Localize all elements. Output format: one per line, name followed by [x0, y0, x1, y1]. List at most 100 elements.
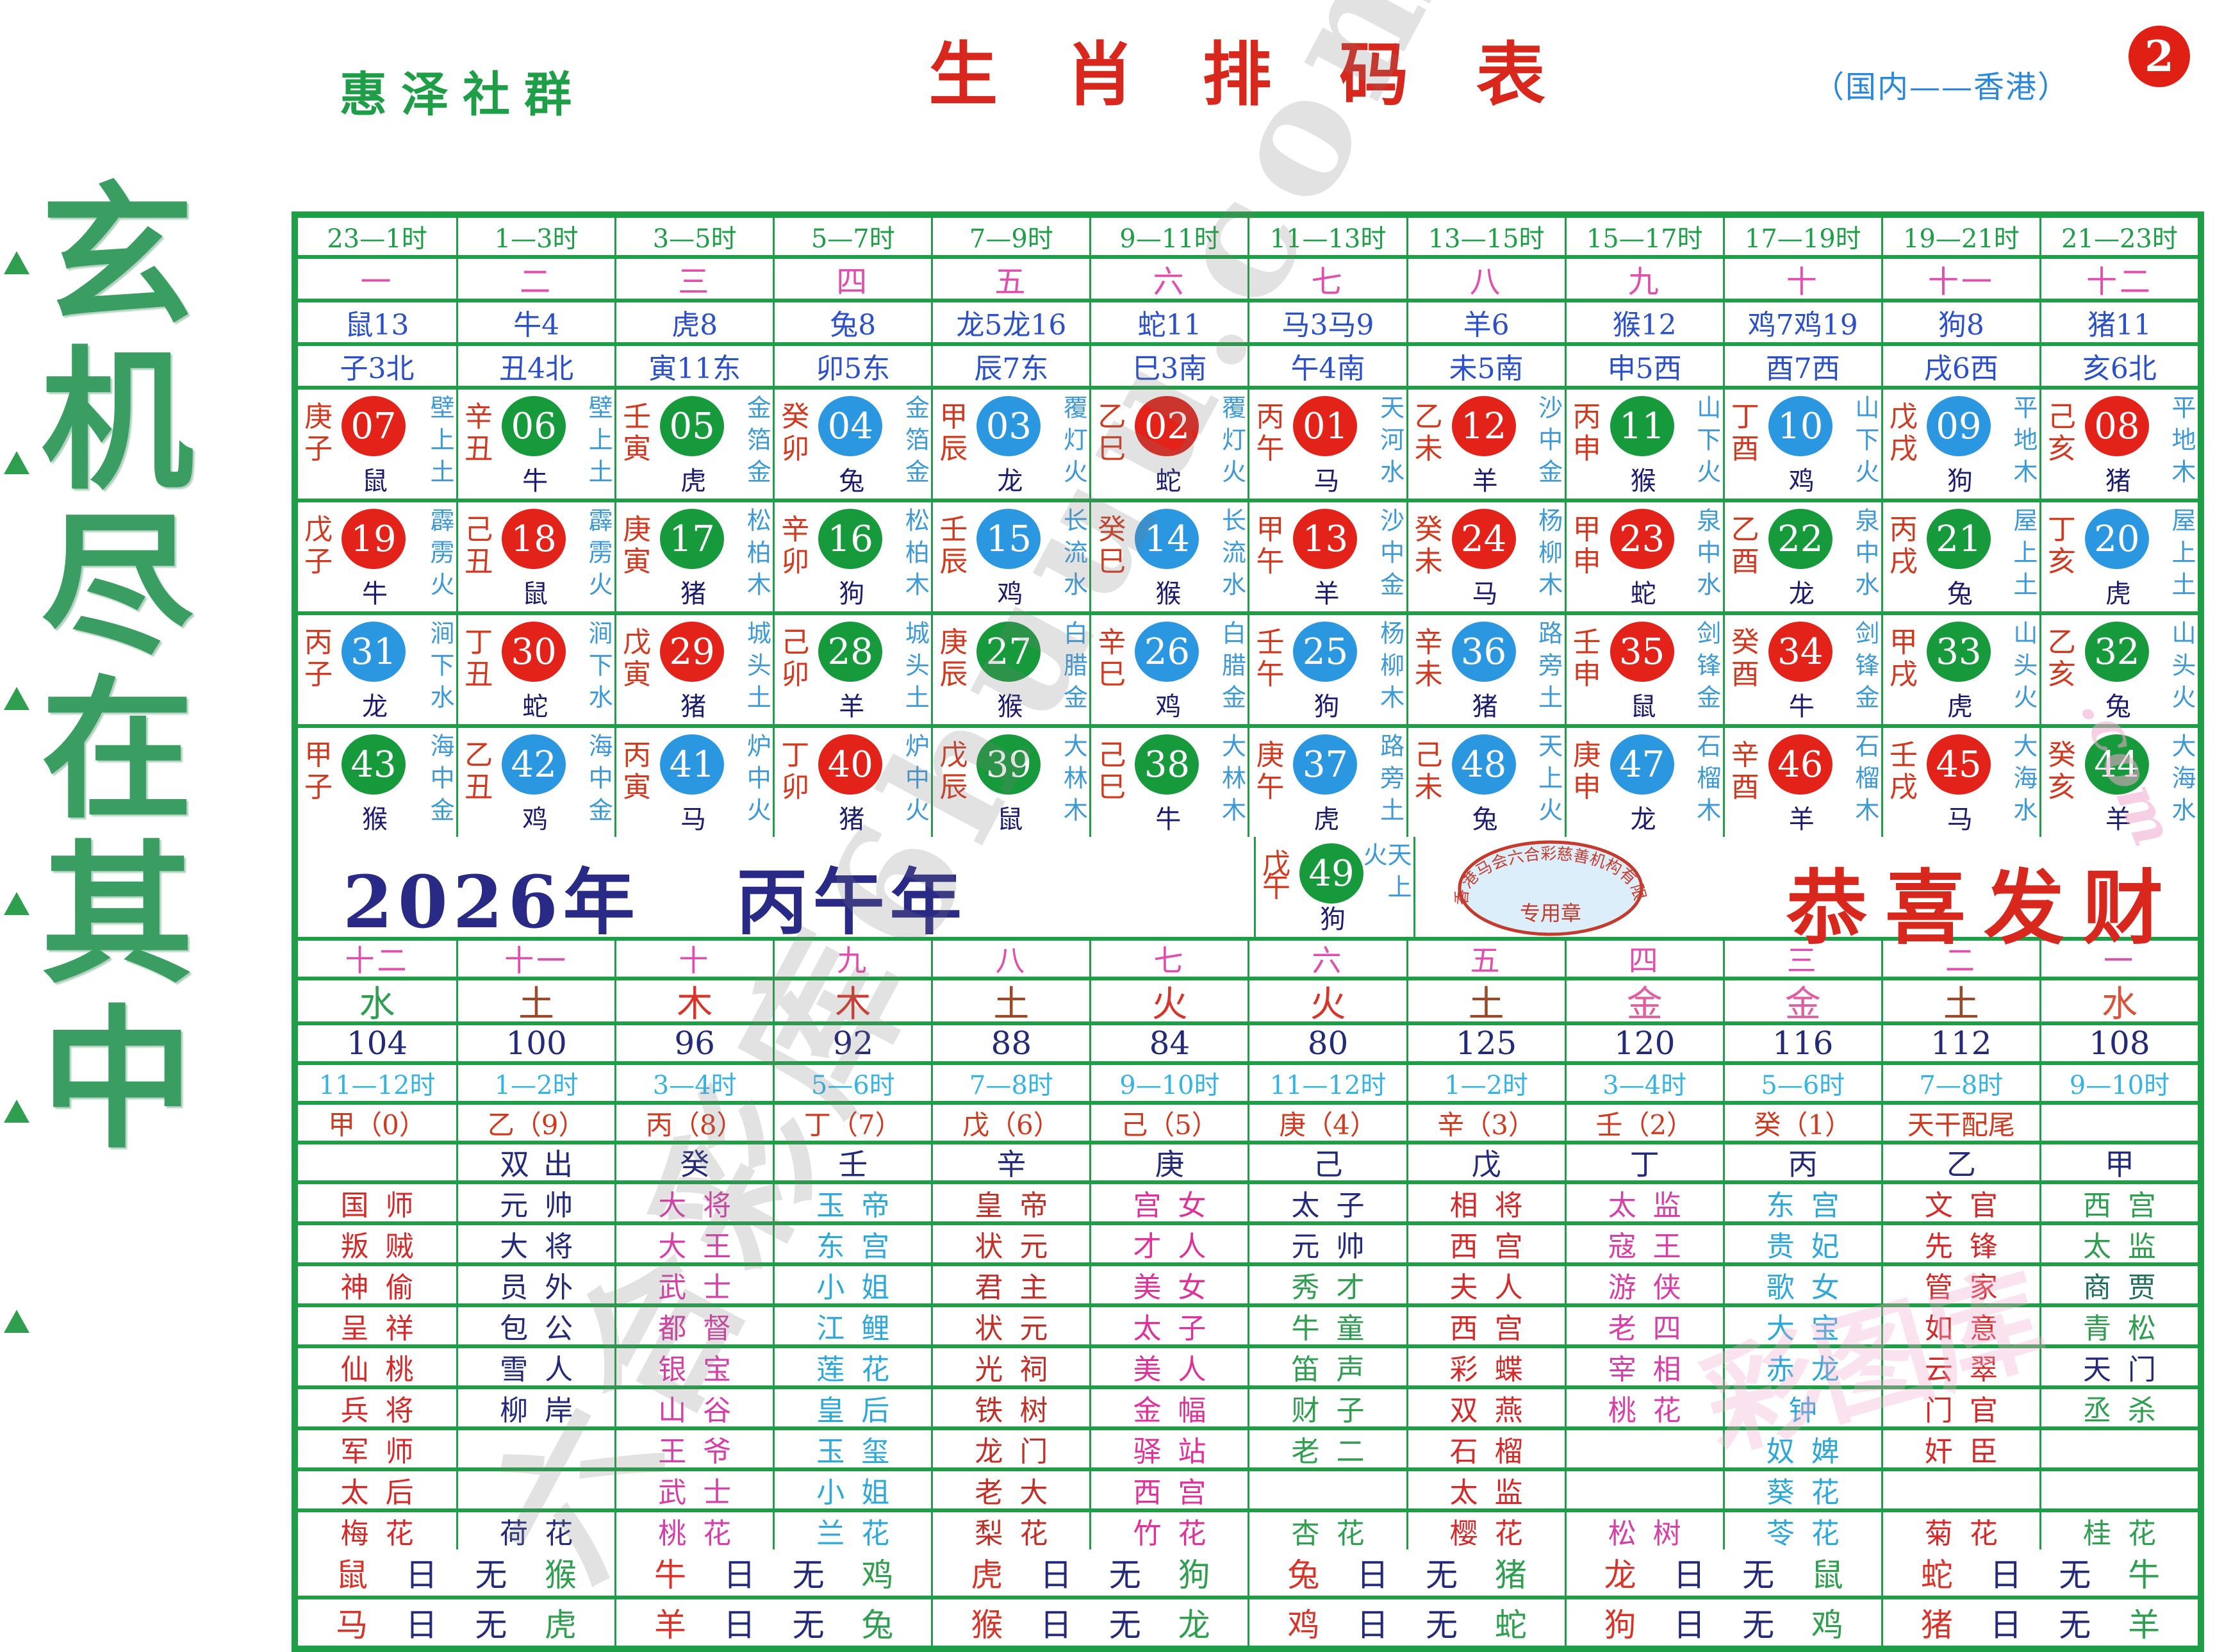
title-cell: 葵花	[1722, 1471, 1881, 1508]
year-label: 2026年 丙午年	[343, 861, 967, 945]
branch-char: 酉	[1731, 658, 1759, 691]
day-rule-char: 鸡	[861, 1557, 894, 1594]
sexagenary-cell: 壬申 35 鼠 剑锋金	[1564, 615, 1723, 724]
element-cell: 土	[1881, 980, 2039, 1021]
animal-count-cell: 兔8	[773, 302, 931, 342]
ordinal-cell: 七	[1248, 259, 1406, 299]
ordinal-cell: 十	[1722, 259, 1881, 299]
lower-ordinal-cell: 十二	[345, 943, 409, 977]
title-cell: 员外	[456, 1266, 614, 1303]
branch-char: 卯	[781, 771, 810, 804]
branch-char: 巳	[1098, 771, 1126, 804]
branch-cell: 午4南	[1248, 346, 1406, 386]
lower-hour-cell: 3—4时	[1564, 1065, 1723, 1101]
lower-ordinal-cell: 十	[614, 941, 773, 977]
day-rule-char: 兔	[861, 1607, 894, 1644]
sexagenary-cell: 庚寅 17 猪 松柏木	[614, 502, 773, 611]
double-out-cell: 己	[1248, 1144, 1406, 1180]
sexagenary-cell: 乙未 12 羊 沙中金	[1406, 390, 1565, 499]
sexagenary-cell: 壬午 25 狗 杨柳木	[1248, 615, 1406, 724]
title-cell: 江鲤	[773, 1307, 931, 1344]
double-out-cell: 双出	[456, 1144, 614, 1180]
zodiac-animal: 鼠	[522, 579, 548, 609]
nayin-element: 杨柳木	[1376, 620, 1404, 716]
branch-char: 未	[1414, 433, 1443, 465]
stem-char: 庚	[304, 401, 333, 433]
branch-char: 申	[1572, 433, 1601, 465]
number-ball: 09	[1926, 396, 1991, 456]
nayin-element: 山下火	[1692, 395, 1721, 491]
title-cell: 相将	[1406, 1184, 1565, 1221]
stem-char: 癸	[1414, 513, 1443, 546]
title-cell: 包公	[456, 1307, 614, 1344]
zodiac-animal: 狗	[1320, 905, 1346, 934]
branch-char: 午	[1256, 658, 1285, 691]
zodiac-animal: 狗	[1947, 467, 1973, 496]
decoration-arrow	[4, 1100, 29, 1123]
region-label: （国内——香港）	[1813, 69, 2070, 105]
slogan-char: 在	[41, 661, 194, 841]
title-cell: 大将	[456, 1225, 614, 1262]
zodiac-animal: 狗	[839, 579, 865, 609]
lower-number-cell: 100	[456, 1025, 614, 1061]
lower-ordinal-cell: 一	[2039, 941, 2198, 977]
branch-char: 丑	[465, 658, 493, 691]
sexagenary-cell: 戊子 19 牛 霹雳火	[298, 502, 456, 611]
lower-ordinal-cell: 七	[1089, 941, 1248, 977]
title-cell: 松树	[1564, 1512, 1723, 1549]
sexagenary-cell: 甲戌 33 虎 山头火	[1881, 615, 2039, 724]
title-cell: 仙桃	[340, 1353, 431, 1385]
sexagenary-cell: 癸卯 04 兔 金箔金	[773, 390, 931, 499]
branch-char: 亥	[2047, 658, 2076, 691]
title-cell	[1564, 1471, 1723, 1508]
number-ball: 11	[1610, 396, 1674, 456]
hour-cell: 21—23时	[2039, 218, 2198, 255]
sexagenary-cell: 丁酉 10 鸡 山下火	[1722, 390, 1881, 499]
title-cell: 杏花	[1248, 1512, 1406, 1549]
title-cell: 双燕	[1406, 1389, 1565, 1426]
nayin-element: 炉中火	[901, 733, 930, 829]
animals-row: 鼠13 牛4 虎8 兔8 龙5龙16 蛇11 马3马9 羊6 猴12 鸡7鸡19 狗8 猪11	[298, 302, 2198, 346]
nayin-element: 大海水	[2167, 733, 2196, 829]
zodiac-animal: 鼠	[997, 805, 1023, 834]
number-ball: 18	[502, 509, 566, 569]
lower-numbers-row: 104 100 96 92 88 84 80 125 120 116 112 108	[298, 1025, 2198, 1065]
nayin-element: 壁上土	[426, 395, 455, 491]
day-rule-char: 日	[1989, 1607, 2022, 1644]
stem-char: 乙	[2047, 626, 2076, 659]
stem-char: 甲	[1256, 513, 1285, 546]
lower-hour-cell: 7—8时	[931, 1065, 1089, 1101]
number-ball: 22	[1768, 509, 1832, 569]
lower-ordinal-cell: 四	[1564, 941, 1723, 977]
brand-name: 惠泽社群	[340, 67, 586, 122]
branch-char: 申	[1572, 658, 1601, 691]
day-rule-row: 马日无虎羊日无兔猴日无龙鸡日无蛇狗日无鸡猪日无羊	[298, 1599, 2198, 1646]
zodiac-animal: 龙	[1630, 805, 1656, 834]
stem-char: 辛	[1731, 739, 1759, 772]
titles-row: 太后 武士 小姐 老大 西宫 太监 葵花	[298, 1471, 2198, 1512]
branch-char: 戌	[1889, 771, 1918, 804]
stem-char: 己	[2047, 401, 2076, 433]
sexagenary-cell: 己巳 38 牛 大林木	[1089, 728, 1248, 837]
day-rule-char: 日	[1040, 1607, 1072, 1644]
nayin-element: 大海水	[2009, 733, 2038, 829]
title-cell: 奸臣	[1881, 1430, 2039, 1467]
zodiac-animal: 猴	[1155, 579, 1182, 609]
number-ball: 08	[2084, 396, 2149, 456]
branch-char: 寅	[623, 771, 652, 804]
day-rule-char: 虎	[971, 1557, 1003, 1594]
lower-hours-row: 11—12时 1—2时 3—4时 5—6时 7—8时 9—10时 11—12时 1—2时 3—4…	[298, 1065, 2198, 1105]
sexagenary-cell: 辛酉 46 羊 石榴木	[1722, 728, 1881, 837]
zodiac-animal: 鼠	[1630, 692, 1656, 722]
title-cell: 大王	[614, 1225, 773, 1262]
element-cell: 水	[2039, 980, 2198, 1021]
day-rule-char: 无	[2059, 1557, 2091, 1594]
double-out-cell: 癸	[614, 1144, 773, 1180]
number-ball: 29	[660, 622, 725, 682]
branch-char: 辰	[939, 545, 968, 578]
title-cell: 歌女	[1722, 1266, 1881, 1303]
zodiac-animal: 猴	[362, 805, 388, 834]
number-ball: 38	[1135, 734, 1199, 795]
stem-char: 癸	[2047, 739, 2076, 772]
title-cell: 彩蝶	[1406, 1348, 1565, 1385]
